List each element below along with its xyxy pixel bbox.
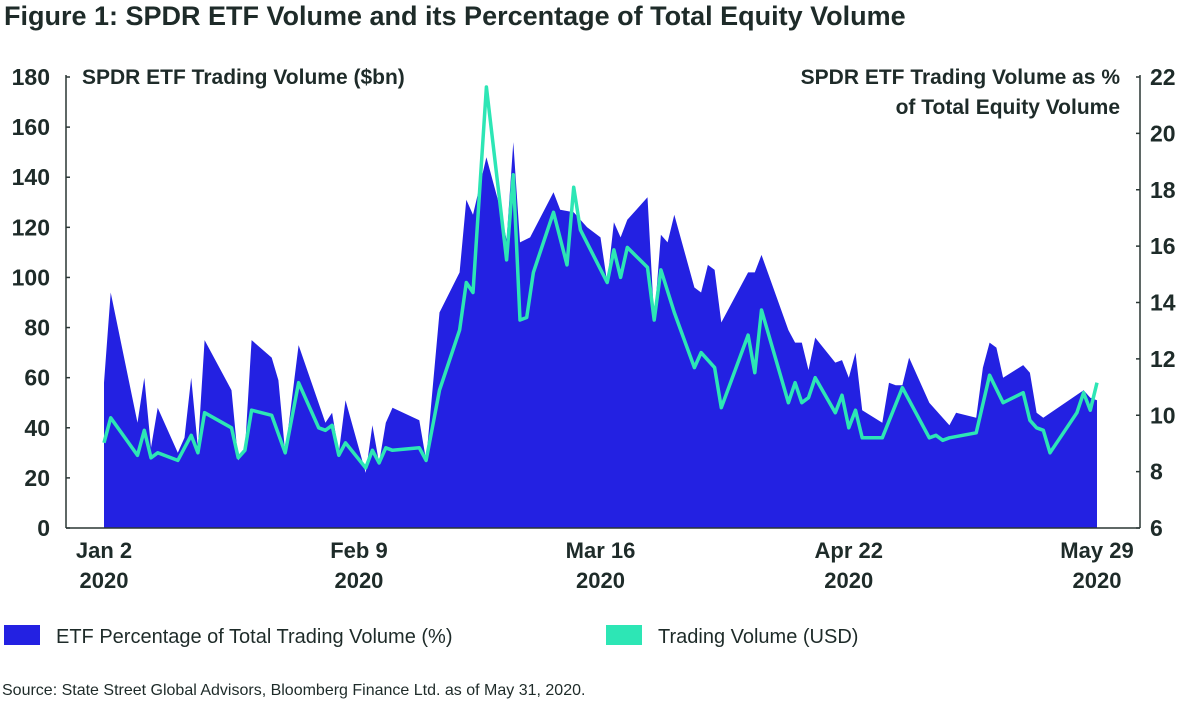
left-tick-label: 140 [12,164,50,190]
area-series-etf-percentage [104,142,1097,528]
left-tick-label: 20 [24,465,50,491]
right-tick-label: 22 [1150,64,1176,90]
right-tick-label: 8 [1150,459,1163,485]
line-series-trading-volume [102,85,1099,470]
legend-swatch-area [4,625,40,645]
left-tick-label: 80 [24,315,50,341]
left-tick-label: 60 [24,365,50,391]
x-tick-label-date: Feb 9 [330,538,387,563]
right-tick-label: 16 [1150,233,1176,259]
x-tick-label-date: May 29 [1060,538,1133,563]
x-tick-label-year: 2020 [334,568,383,593]
chart-title: Figure 1: SPDR ETF Volume and its Percen… [4,1,906,31]
legend-label-line: Trading Volume (USD) [658,626,858,648]
right-axis-title-line1: SPDR ETF Trading Volume as % [801,66,1121,89]
right-tick-label: 18 [1150,177,1176,203]
left-tick-label: 160 [12,114,50,140]
left-tick-label: 40 [24,415,50,441]
right-tick-label: 6 [1150,515,1163,541]
left-tick-label: 100 [12,264,50,290]
left-tick-label: 120 [12,214,50,240]
x-tick-label-year: 2020 [80,568,129,593]
x-tick-label-year: 2020 [1073,568,1122,593]
right-tick-label: 10 [1150,402,1176,428]
source-note: Source: State Street Global Advisors, Bl… [2,682,585,699]
x-tick-label-year: 2020 [824,568,873,593]
x-tick-label-date: Jan 2 [76,538,132,563]
legend-swatch-line [606,625,642,645]
right-tick-label: 14 [1150,290,1176,316]
left-tick-label: 180 [12,64,50,90]
legend-label-area: ETF Percentage of Total Trading Volume (… [56,626,453,648]
legend: ETF Percentage of Total Trading Volume (… [4,625,858,648]
right-tick-label: 12 [1150,346,1176,372]
left-tick-label: 0 [37,515,50,541]
x-tick-label-date: Mar 16 [566,538,636,563]
right-tick-label: 20 [1150,120,1176,146]
left-axis-title: SPDR ETF Trading Volume ($bn) [82,66,405,89]
x-tick-label-date: Apr 22 [815,538,883,563]
right-axis-title-line2: of Total Equity Volume [896,96,1120,119]
x-tick-label-year: 2020 [576,568,625,593]
